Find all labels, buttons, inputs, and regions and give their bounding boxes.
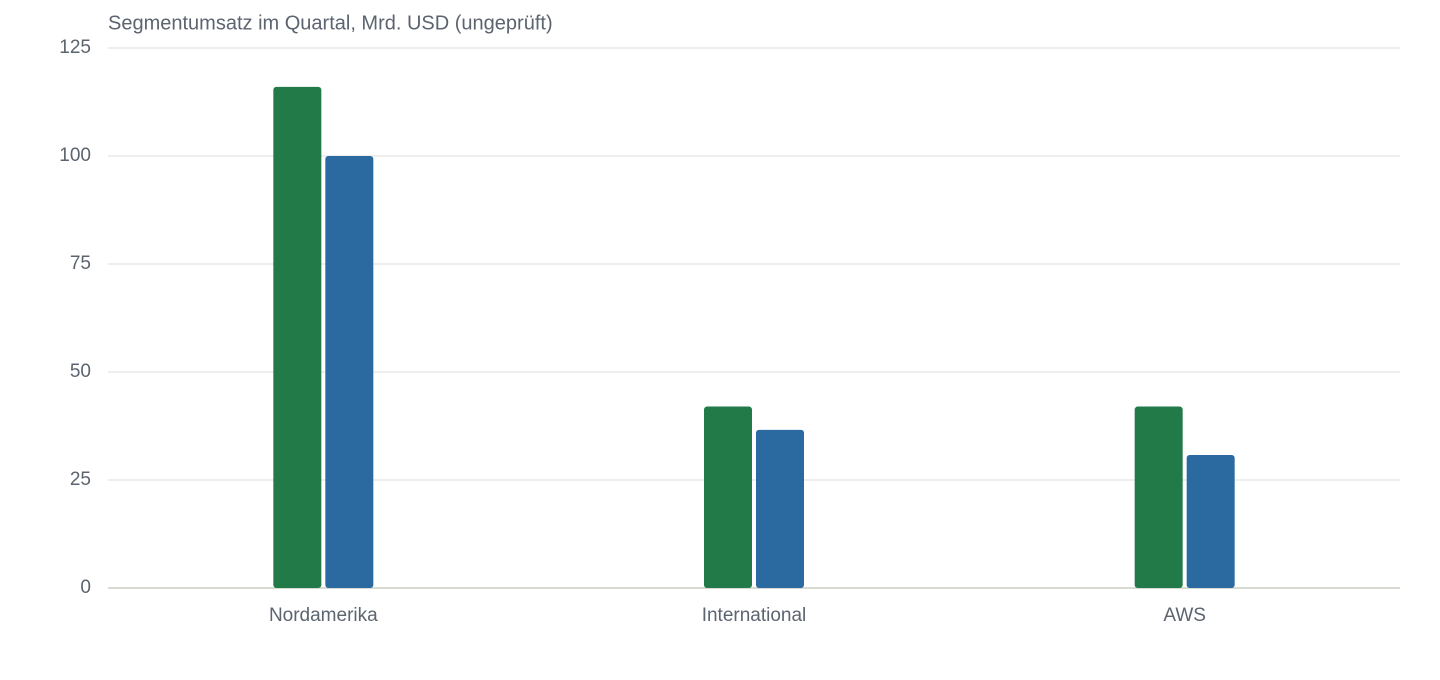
bar	[273, 86, 322, 588]
bar	[1134, 406, 1183, 588]
x-tick-label: Nordamerika	[269, 605, 378, 626]
y-tick-label: 75	[70, 253, 91, 274]
x-tick-label: International	[702, 605, 807, 626]
y-tick-label: 100	[59, 145, 91, 166]
y-tick-label: 25	[70, 469, 91, 490]
bar	[325, 156, 374, 588]
bar	[756, 429, 804, 588]
y-tick-label: 0	[80, 577, 91, 598]
bar	[704, 406, 752, 588]
bar	[1186, 454, 1235, 588]
chart-title: Segmentumsatz im Quartal, Mrd. USD (unge…	[108, 12, 553, 34]
y-tick-label: 50	[70, 361, 91, 382]
x-tick-label: AWS	[1163, 605, 1206, 626]
y-tick-label: 125	[59, 37, 91, 58]
